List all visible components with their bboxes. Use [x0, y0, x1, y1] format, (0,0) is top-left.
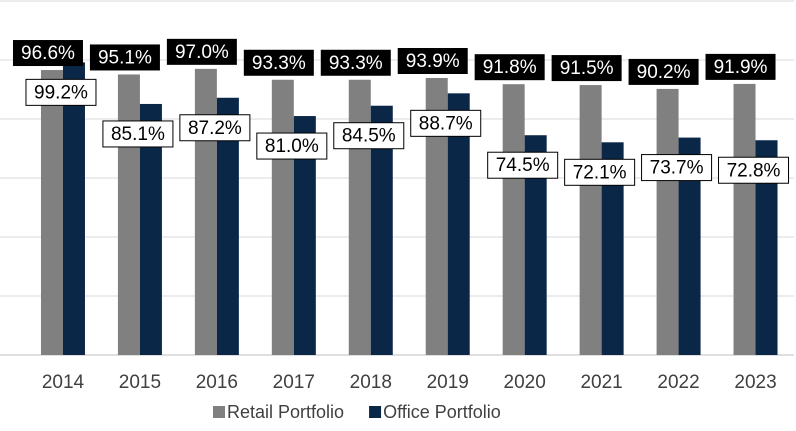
bar [370, 105, 393, 355]
data-label-box [397, 47, 468, 74]
data-label: 90.2% [628, 58, 699, 85]
data-label-text: 90.2% [637, 62, 691, 83]
data-label-box [179, 114, 251, 142]
legend-label: Retail Portfolio [227, 402, 344, 422]
data-label-text: 72.8% [727, 160, 781, 181]
bar [293, 116, 316, 355]
x-tick-label: 2018 [350, 372, 392, 393]
data-label-box [333, 122, 405, 150]
data-label-text: 91.9% [714, 57, 768, 78]
data-label-box [718, 156, 790, 184]
x-tick-label: 2022 [657, 372, 699, 393]
data-label: 74.5% [487, 151, 559, 179]
data-label-box [243, 49, 314, 76]
data-label-box [564, 158, 636, 186]
data-label-text: 81.0% [265, 136, 319, 157]
data-label: 91.8% [474, 54, 545, 81]
legend-label: Office Portfolio [383, 402, 501, 422]
x-tick-label: 2016 [196, 372, 238, 393]
x-tick-label: 2017 [273, 372, 315, 393]
data-label-text: 93.3% [252, 53, 306, 74]
data-label: 93.3% [320, 49, 391, 76]
bar [447, 93, 470, 356]
data-label-box [12, 40, 83, 67]
data-label-box [628, 58, 699, 85]
data-label-text: 87.2% [188, 118, 242, 139]
bar [601, 142, 624, 355]
x-tick-label: 2019 [427, 372, 469, 393]
bar [678, 137, 701, 355]
bar [425, 77, 448, 356]
data-label-text: 72.1% [573, 162, 627, 183]
data-label: 72.1% [564, 158, 636, 186]
x-tick-label: 2015 [119, 372, 161, 393]
bar [524, 135, 547, 355]
bar [194, 68, 217, 355]
data-label: 84.5% [333, 122, 405, 150]
data-label: 85.1% [102, 120, 174, 148]
data-label-box [166, 38, 237, 65]
data-label-text: 91.8% [483, 57, 537, 78]
x-tick-label: 2023 [734, 372, 776, 393]
legend-swatch [369, 406, 382, 418]
bar [348, 79, 371, 355]
data-label: 73.7% [641, 154, 713, 182]
data-label: 93.9% [397, 47, 468, 74]
data-label: 81.0% [256, 132, 328, 160]
bar [40, 70, 63, 355]
data-label-text: 93.9% [406, 51, 460, 72]
bar [139, 103, 162, 355]
data-label-box [320, 49, 391, 76]
data-label-box [551, 55, 622, 82]
data-label-box [102, 120, 174, 148]
data-label-box [705, 53, 776, 80]
data-label: 72.8% [718, 156, 790, 184]
data-label-text: 88.7% [419, 113, 473, 134]
data-label-box [474, 54, 545, 81]
data-label-text: 95.1% [98, 47, 152, 68]
data-label-box [410, 109, 482, 137]
bar [733, 83, 756, 356]
data-label: 87.2% [179, 114, 251, 142]
data-label-text: 73.7% [650, 158, 704, 179]
data-label-text: 97.0% [175, 42, 229, 63]
data-label-text: 85.1% [111, 124, 165, 145]
x-tick-label: 2020 [504, 372, 546, 393]
data-label-text: 84.5% [342, 126, 396, 147]
legend-swatch [213, 406, 225, 418]
data-label-box [641, 154, 713, 182]
data-label-box [487, 151, 559, 179]
x-tick-label: 2014 [42, 372, 85, 393]
data-label-box [89, 44, 160, 71]
data-label: 96.6% [12, 40, 83, 67]
data-label: 99.2% [25, 78, 97, 106]
data-label: 95.1% [89, 44, 160, 71]
bar [62, 62, 85, 356]
bar [117, 74, 140, 355]
bar [271, 79, 294, 355]
data-label: 91.9% [705, 53, 776, 80]
bar [656, 88, 679, 355]
data-label-text: 74.5% [496, 155, 550, 176]
data-label: 88.7% [410, 109, 482, 137]
data-label-text: 91.5% [560, 58, 614, 79]
data-label-text: 93.3% [329, 53, 383, 74]
data-label-text: 96.6% [21, 43, 75, 64]
data-label: 91.5% [551, 55, 622, 82]
data-label-text: 99.2% [34, 82, 88, 103]
data-label: 97.0% [166, 38, 237, 65]
bar [755, 140, 778, 355]
data-label: 93.3% [243, 49, 314, 76]
x-tick-label: 2021 [580, 372, 622, 393]
bar [579, 85, 602, 355]
data-label-box [25, 78, 97, 106]
bar [216, 97, 239, 355]
data-label-box [256, 132, 328, 160]
bar [502, 84, 525, 355]
